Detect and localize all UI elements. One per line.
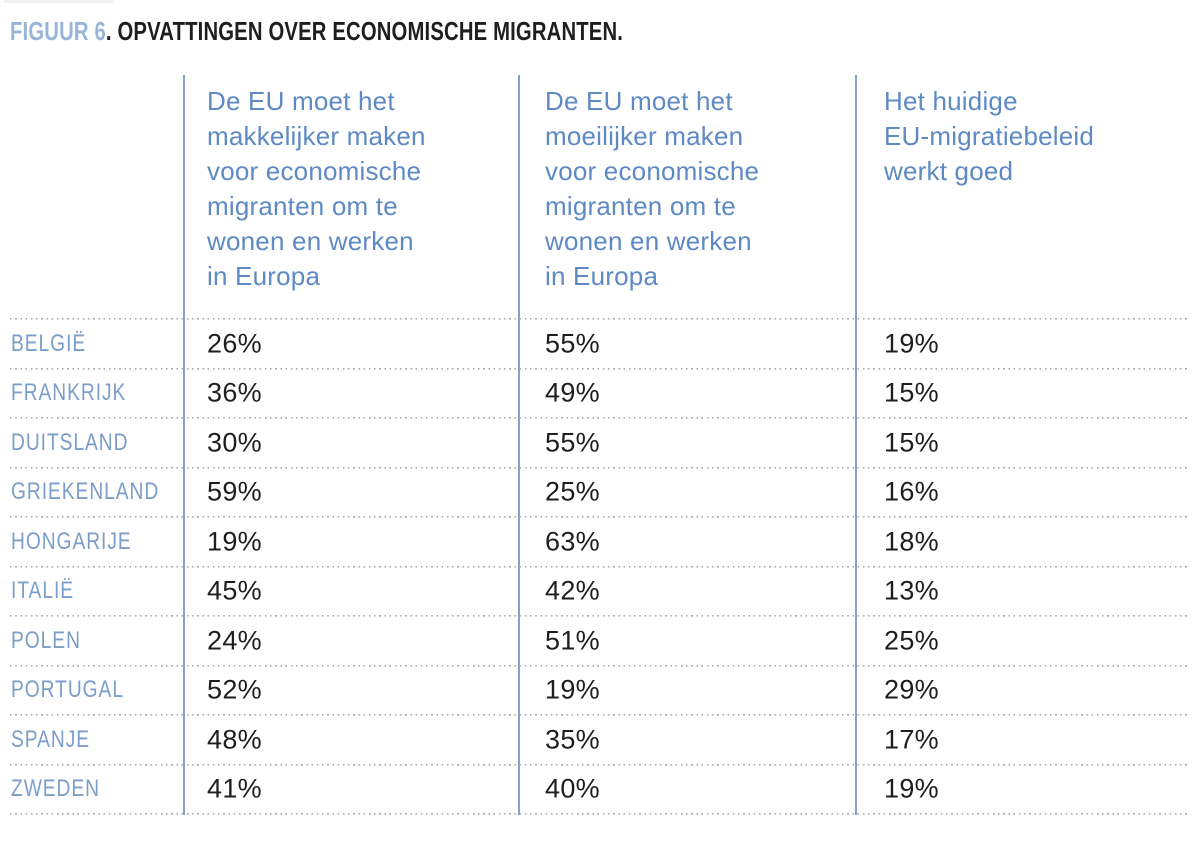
figure-title-text: . OPVATTINGEN OVER ECONOMISCHE MIGRANTEN… xyxy=(105,16,624,46)
value-current: 19% xyxy=(884,328,939,359)
value-current: 13% xyxy=(884,575,939,606)
table-row: POLEN 24% 51% 25% xyxy=(10,617,1190,665)
country-label: DUITSLAND xyxy=(11,428,129,456)
value-current: 29% xyxy=(884,674,939,705)
value-easier: 52% xyxy=(207,674,262,705)
row-separator xyxy=(10,466,1190,469)
column-header-easier: De EU moet het makkelijker maken voor ec… xyxy=(207,86,426,291)
country-label: ZWEDEN xyxy=(11,775,100,803)
value-easier: 24% xyxy=(207,625,262,656)
column-header-harder: De EU moet het moeilijker maken voor eco… xyxy=(545,86,760,291)
value-harder: 49% xyxy=(545,377,600,408)
value-harder: 40% xyxy=(545,773,600,804)
column-divider-1 xyxy=(183,75,185,815)
table-row: HONGARIJE 19% 63% 18% xyxy=(10,518,1190,566)
value-harder: 55% xyxy=(545,427,600,458)
value-harder: 42% xyxy=(545,575,600,606)
value-harder: 25% xyxy=(545,476,600,507)
value-harder: 19% xyxy=(545,674,600,705)
value-easier: 48% xyxy=(207,724,262,755)
country-label: POLEN xyxy=(11,626,81,654)
row-separator xyxy=(10,664,1190,667)
value-easier: 19% xyxy=(207,526,262,557)
value-easier: 36% xyxy=(207,377,262,408)
value-current: 18% xyxy=(884,526,939,557)
value-harder: 55% xyxy=(545,328,600,359)
value-easier: 30% xyxy=(207,427,262,458)
table-row: FRANKRIJK 36% 49% 15% xyxy=(10,370,1190,418)
figure-number-label: FIGUUR 6 xyxy=(10,16,106,46)
value-current: 15% xyxy=(884,427,939,458)
table-row: BELGIË 26% 55% 19% xyxy=(10,320,1190,368)
value-harder: 35% xyxy=(545,724,600,755)
country-label: BELGIË xyxy=(11,329,87,357)
value-easier: 59% xyxy=(207,476,262,507)
value-current: 25% xyxy=(884,625,939,656)
row-separator xyxy=(10,813,1190,815)
screenshot-edge-artifact xyxy=(4,0,114,3)
table-row: PORTUGAL 52% 19% 29% xyxy=(10,667,1190,715)
row-separator xyxy=(10,417,1190,419)
row-separator xyxy=(10,318,1190,320)
column-divider-2 xyxy=(518,75,520,815)
table-row: ZWEDEN 41% 40% 19% xyxy=(10,766,1190,814)
value-easier: 41% xyxy=(207,773,262,804)
column-divider-3 xyxy=(855,75,857,815)
country-label: SPANJE xyxy=(11,725,91,753)
country-label: PORTUGAL xyxy=(11,676,124,704)
value-harder: 63% xyxy=(545,526,600,557)
row-separator xyxy=(10,367,1190,370)
country-label: ITALIË xyxy=(11,577,75,605)
figure-title: FIGUUR 6. OPVATTINGEN OVER ECONOMISCHE M… xyxy=(10,16,623,47)
value-current: 19% xyxy=(884,773,939,804)
row-separator xyxy=(10,714,1190,716)
table-row: ITALIË 45% 42% 13% xyxy=(10,568,1190,616)
row-separator xyxy=(10,565,1190,568)
row-separator xyxy=(10,615,1190,617)
table-body: BELGIË 26% 55% 19% FRANKRIJK 36% 49% 15%… xyxy=(10,318,1190,815)
column-header-current-policy: Het huidige EU-migratiebeleid werkt goed xyxy=(884,86,1095,186)
country-label: FRANKRIJK xyxy=(11,379,127,407)
value-current: 17% xyxy=(884,724,939,755)
value-current: 15% xyxy=(884,377,939,408)
table-row: GRIEKENLAND 59% 25% 16% xyxy=(10,469,1190,517)
value-easier: 26% xyxy=(207,328,262,359)
value-current: 16% xyxy=(884,476,939,507)
value-easier: 45% xyxy=(207,575,262,606)
country-label: GRIEKENLAND xyxy=(11,478,160,506)
country-label: HONGARIJE xyxy=(11,527,132,555)
data-table: De EU moet het makkelijker maken voor ec… xyxy=(10,75,1190,815)
table-row: DUITSLAND 30% 55% 15% xyxy=(10,419,1190,467)
row-separator xyxy=(10,516,1190,518)
table-row: SPANJE 48% 35% 17% xyxy=(10,716,1190,764)
value-harder: 51% xyxy=(545,625,600,656)
table-header-row: De EU moet het makkelijker maken voor ec… xyxy=(10,75,1190,318)
row-separator xyxy=(10,763,1190,766)
